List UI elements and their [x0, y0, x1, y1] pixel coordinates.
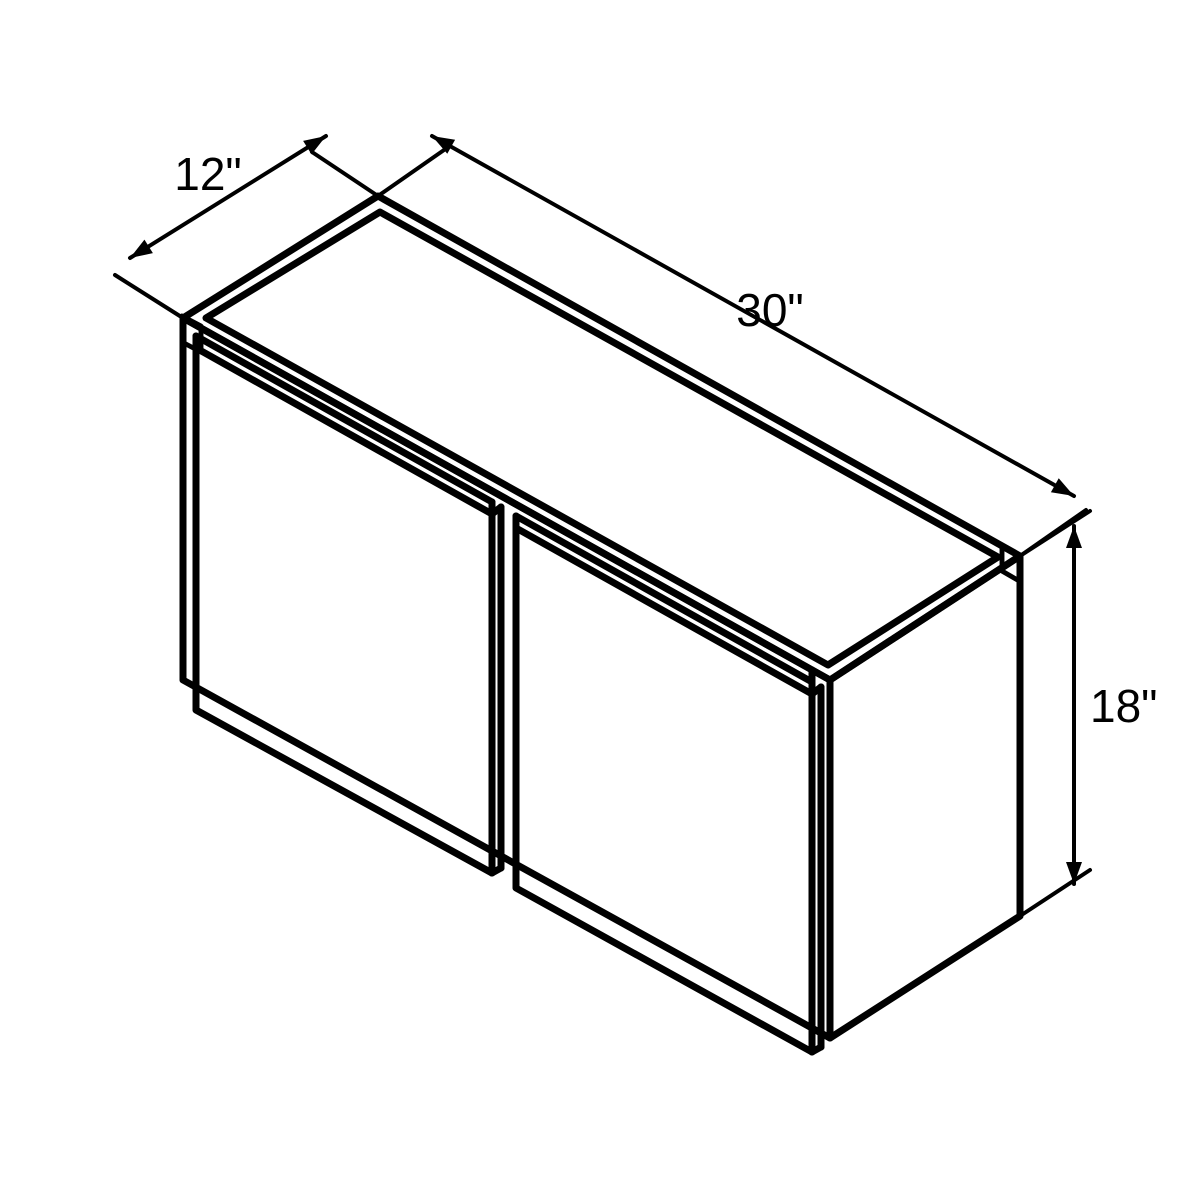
dimension-width-label: 30" — [736, 284, 804, 336]
dimension-height-label: 18" — [1090, 680, 1158, 732]
cabinet-body — [182, 196, 1021, 1052]
dimension-depth-label: 12" — [174, 148, 242, 200]
cabinet-technical-drawing: 12" 30" 18" — [0, 0, 1200, 1200]
